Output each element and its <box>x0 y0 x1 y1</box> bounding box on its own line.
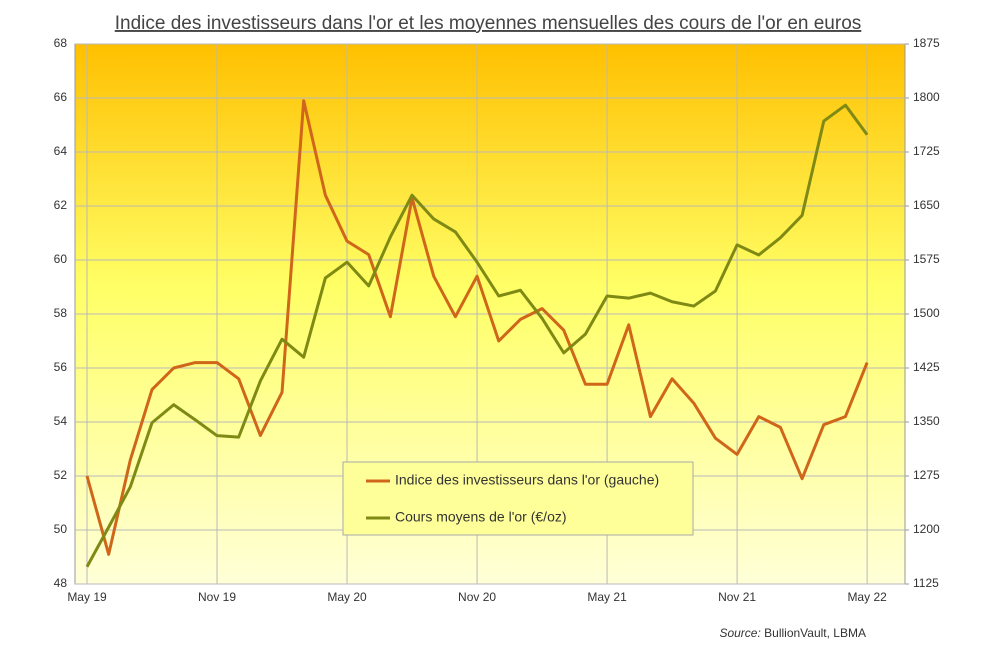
source-text: BullionVault, LBMA <box>764 626 866 640</box>
y2-tick-label: 1500 <box>913 306 940 320</box>
y2-tick-label: 1575 <box>913 252 940 266</box>
x-tick-label: May 19 <box>67 590 107 604</box>
y-tick-label: 62 <box>54 198 68 212</box>
y-tick-label: 54 <box>54 414 68 428</box>
y2-tick-label: 1275 <box>913 468 940 482</box>
x-tick-label: Nov 21 <box>718 590 756 604</box>
legend-label: Indice des investisseurs dans l'or (gauc… <box>395 472 659 488</box>
x-tick-label: Nov 20 <box>458 590 496 604</box>
y2-tick-label: 1800 <box>913 90 940 104</box>
x-tick-label: May 22 <box>847 590 887 604</box>
y2-tick-label: 1125 <box>913 576 939 590</box>
y-tick-label: 68 <box>54 36 68 50</box>
source-label: Source: <box>719 626 760 640</box>
y-tick-label: 64 <box>54 144 68 158</box>
y-tick-label: 56 <box>54 360 68 374</box>
series-line <box>85 99 869 556</box>
y2-tick-label: 1875 <box>913 36 940 50</box>
series-line <box>85 103 869 568</box>
y2-tick-label: 1200 <box>913 522 940 536</box>
y2-tick-label: 1425 <box>913 360 940 374</box>
x-tick-label: May 20 <box>327 590 367 604</box>
legend-label: Cours moyens de l'or (€/oz) <box>395 509 567 525</box>
y2-tick-label: 1725 <box>913 144 940 158</box>
source: Source: BullionVault, LBMA <box>719 626 866 640</box>
y-tick-label: 60 <box>54 252 68 266</box>
y2-tick-label: 1350 <box>913 414 940 428</box>
x-tick-label: Nov 19 <box>198 590 236 604</box>
y-tick-label: 50 <box>54 522 68 536</box>
y-tick-label: 58 <box>54 306 68 320</box>
y-tick-label: 66 <box>54 90 68 104</box>
y-tick-label: 48 <box>54 576 68 590</box>
legend <box>342 461 694 536</box>
chart-title: Indice des investisseurs dans l'or et le… <box>115 13 862 34</box>
y2-tick-label: 1650 <box>913 198 940 212</box>
y-tick-label: 52 <box>54 468 68 482</box>
x-tick-label: May 21 <box>587 590 627 604</box>
